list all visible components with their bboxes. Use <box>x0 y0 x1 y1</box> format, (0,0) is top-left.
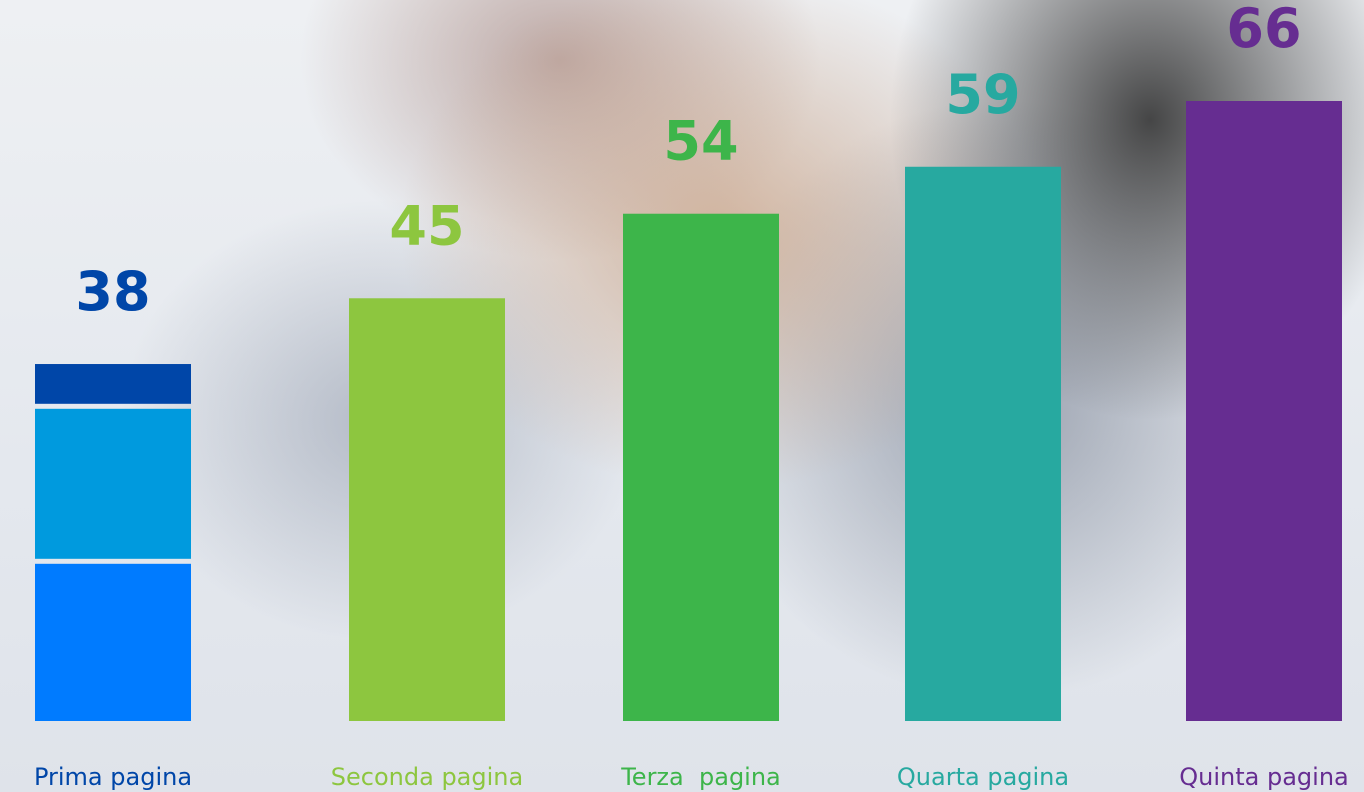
category-label: Terza pagina <box>620 763 781 791</box>
value-label: 38 <box>75 260 150 323</box>
bar-segment <box>35 563 191 721</box>
bar <box>905 166 1061 721</box>
value-label: 45 <box>389 194 464 257</box>
bar-segment <box>35 364 191 404</box>
value-label: 66 <box>1226 0 1301 60</box>
value-label: 54 <box>663 110 738 173</box>
bar-segment <box>35 408 191 559</box>
category-label: Seconda pagina <box>331 763 523 791</box>
bar <box>623 213 779 721</box>
category-label: Quinta pagina <box>1179 763 1349 791</box>
category-label: Quarta pagina <box>897 763 1069 791</box>
category-label: Prima pagina <box>34 763 192 791</box>
bar <box>1186 101 1342 721</box>
bar <box>349 298 505 721</box>
value-label: 59 <box>945 63 1020 126</box>
